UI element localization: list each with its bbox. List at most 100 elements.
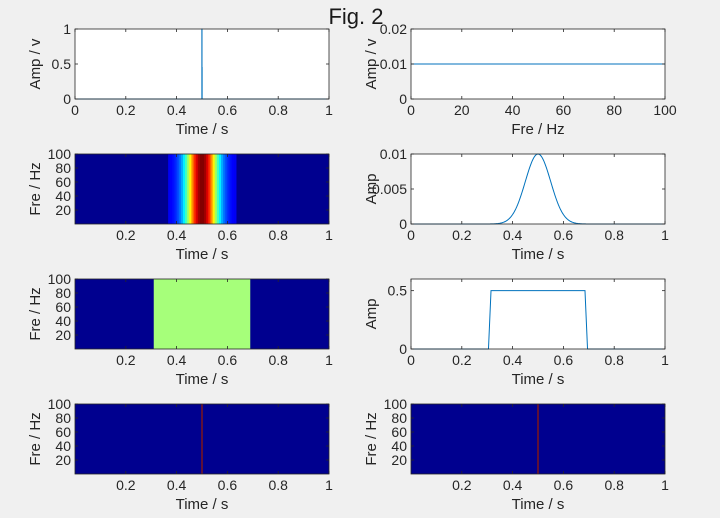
y-tick-label: 100	[48, 396, 72, 412]
heatmap-cell	[185, 154, 188, 224]
heatmap-cell	[172, 154, 176, 224]
x-tick-label: 0.2	[116, 477, 136, 493]
y-tick-label: 80	[391, 410, 407, 426]
y-tick-label: 60	[55, 424, 71, 440]
heatmap-cell	[206, 154, 209, 224]
x-tick-label: 0.2	[452, 227, 472, 243]
x-tick-label: 60	[556, 102, 572, 118]
axes-box	[74, 278, 330, 350]
heatmap-cell	[191, 154, 195, 224]
x-tick-label: 0	[407, 352, 415, 368]
x-tick-label: 0	[407, 102, 415, 118]
y-axis-label: Fre / Hz	[27, 287, 44, 340]
x-tick-label: 0.6	[554, 227, 574, 243]
x-axis-label: Time / s	[512, 246, 565, 263]
y-tick-label: 60	[55, 299, 71, 315]
x-tick-label: 0.8	[268, 227, 288, 243]
heatmap-cell	[212, 154, 216, 224]
y-tick-label: 100	[48, 146, 72, 162]
heatmap-cell	[193, 154, 197, 224]
x-tick-label: 1	[661, 352, 669, 368]
heatmap-cell	[221, 154, 224, 224]
heatmap-cell	[216, 154, 220, 224]
x-tick-label: 0.8	[268, 102, 288, 118]
subplot-4: 0 0.2 0.4 0.6 0.8 1 0 0.005 0.01 Time / s Amp	[363, 146, 669, 263]
axes-box	[74, 153, 330, 225]
x-axis-label: Time / s	[176, 371, 229, 388]
y-tick-label: 0.02	[380, 21, 407, 37]
x-tick-label: 0.6	[218, 352, 238, 368]
y-tick-label: 1	[63, 21, 71, 37]
x-tick-label: 0.2	[116, 352, 136, 368]
x-tick-label: 0.8	[268, 477, 288, 493]
x-tick-label: 0.2	[116, 102, 136, 118]
x-tick-label: 40	[505, 102, 521, 118]
heatmap-cell	[178, 154, 182, 224]
heatmap-cell	[189, 154, 193, 224]
x-tick-label: 0	[407, 227, 415, 243]
y-tick-label: 100	[48, 271, 72, 287]
heatmap-cell	[176, 154, 180, 224]
heatmap-cell	[208, 154, 212, 224]
figure-title: Fig. 2	[328, 4, 383, 29]
x-tick-label: 100	[653, 102, 677, 118]
heatmap-cell	[187, 154, 190, 224]
x-tick-label: 0.8	[604, 477, 624, 493]
heatmap-block	[153, 279, 251, 349]
x-tick-label: 0.4	[167, 352, 187, 368]
x-tick-label: 0.6	[218, 227, 238, 243]
heatmap-cell	[199, 154, 203, 224]
x-tick-label: 0.2	[116, 227, 136, 243]
x-tick-label: 0.2	[452, 477, 472, 493]
x-tick-label: 0.4	[167, 102, 187, 118]
y-tick-label: 0.5	[388, 283, 408, 299]
heatmap-cell	[180, 154, 184, 224]
y-tick-label: 20	[55, 327, 71, 343]
x-tick-label: 1	[325, 102, 333, 118]
x-tick-label: 1	[325, 352, 333, 368]
y-tick-label: 0.01	[380, 146, 407, 162]
x-tick-label: 0.4	[167, 477, 187, 493]
y-tick-label: 80	[55, 410, 71, 426]
heatmap-cell	[231, 154, 235, 224]
x-tick-label: 0.4	[167, 227, 187, 243]
heatmap-cell	[225, 154, 228, 224]
x-axis-label: Time / s	[176, 246, 229, 263]
x-tick-label: 0.6	[554, 352, 574, 368]
y-tick-label: 80	[55, 160, 71, 176]
heatmap-cell	[195, 154, 199, 224]
x-tick-label: 1	[325, 477, 333, 493]
heatmap-cell	[174, 154, 178, 224]
y-axis-label: Fre / Hz	[363, 412, 380, 465]
y-tick-label: 100	[384, 396, 408, 412]
y-tick-label: 40	[55, 438, 71, 454]
x-tick-label: 0.8	[604, 227, 624, 243]
x-axis-label: Fre / Hz	[511, 121, 564, 138]
axes-box	[74, 403, 330, 475]
y-tick-label: 60	[55, 174, 71, 190]
x-tick-label: 0.4	[503, 477, 523, 493]
x-axis-label: Time / s	[176, 496, 229, 513]
heatmap-cell	[233, 154, 237, 224]
heatmap-cell	[170, 154, 173, 224]
subplot-2: 0 20 40 60 80 100 0 0.01 0.02 Fre / Hz Amp / v	[363, 21, 677, 138]
subplot-6: 0 0.2 0.4 0.6 0.8 1 0 0.5 Time / s Amp	[363, 278, 669, 388]
y-axis-label: Fre / Hz	[27, 162, 44, 215]
axes-box	[410, 403, 666, 475]
y-tick-label: 60	[391, 424, 407, 440]
x-axis-label: Time / s	[176, 121, 229, 138]
x-tick-label: 1	[325, 227, 333, 243]
x-tick-label: 0.8	[268, 352, 288, 368]
heatmap-cell	[214, 154, 218, 224]
heatmap-cell	[197, 154, 201, 224]
y-tick-label: 40	[391, 438, 407, 454]
y-tick-label: 0	[399, 341, 407, 357]
heatmap-cell	[168, 154, 171, 224]
y-tick-label: 0	[399, 216, 407, 232]
x-axis-label: Time / s	[512, 496, 565, 513]
y-tick-label: 20	[55, 452, 71, 468]
